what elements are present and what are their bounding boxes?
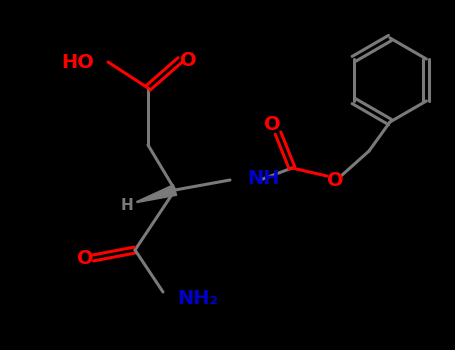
Text: O: O xyxy=(264,116,280,134)
Text: HO: HO xyxy=(61,52,94,71)
Polygon shape xyxy=(137,185,177,203)
Text: H: H xyxy=(121,197,133,212)
Text: O: O xyxy=(77,248,93,267)
Text: O: O xyxy=(180,50,196,70)
Text: O: O xyxy=(327,170,344,189)
Text: NH₂: NH₂ xyxy=(177,288,218,308)
Text: NH: NH xyxy=(247,168,279,188)
